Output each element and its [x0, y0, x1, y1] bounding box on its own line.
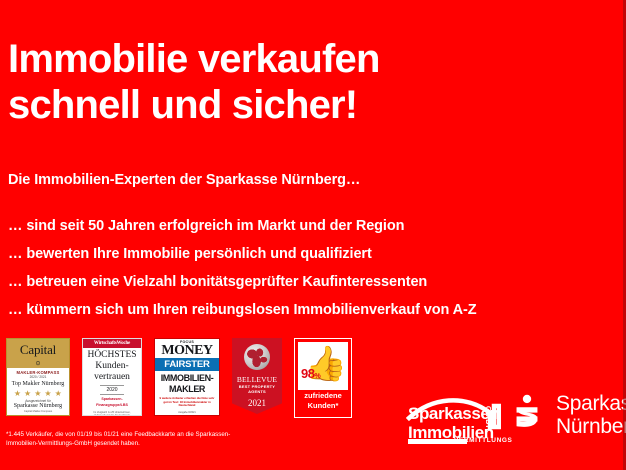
fm-brand-line-2: MONEY — [161, 343, 213, 358]
www-category-line-2: Finanzgruppe/LBS — [96, 403, 128, 408]
fm-brand-line-1: FOCUS — [179, 340, 195, 344]
kunden-white-panel — [298, 342, 348, 390]
globe-icon — [244, 344, 270, 370]
www-category-line-1: Sparkassen- — [101, 397, 123, 401]
kunden-caption-line-1: zufriedene — [304, 391, 342, 400]
list-item: … sind seit 50 Jahren erfolgreich im Mar… — [8, 218, 405, 234]
headline-line-2: schnell und sicher! — [8, 83, 358, 127]
bellevue-sub-line-1: BEST PROPERTY — [238, 384, 276, 389]
logo-sparkasse-nuernberg: Sparkasse Nürnberg — [508, 392, 626, 452]
footnote: *1.445 Verkäufer, die von 01/19 bis 01/2… — [6, 431, 231, 447]
capital-stars-icon: ★ ★ ★ ★ ★ — [13, 389, 63, 398]
badge-bellevue-best-property-agents: BELLEVUE BEST PROPERTY AGENTS 2021 — [232, 338, 282, 414]
fm-title-line-2: MAKLER — [168, 384, 206, 394]
sparkasse-wordmark: Sparkasse Nürnberg — [556, 392, 626, 438]
fm-fine-print: 9 weitere Anbieter erhielten die Note se… — [159, 396, 215, 408]
bellevue-sub-line-2: AGENTS — [248, 389, 266, 394]
sparkasse-line-2: Nürnberg — [556, 415, 626, 438]
kunden-percent: 98% — [301, 366, 321, 383]
svi-suffix: GMBH — [484, 406, 491, 432]
badge-wirtschaftswoche-kundenvertrauen: WirtschaftsWoche HÖCHSTES Kunden- vertra… — [82, 338, 142, 416]
sparkasse-s-icon — [508, 394, 546, 432]
lead-text: Die Immobilien-Experten der Sparkasse Nü… — [8, 172, 361, 188]
badge-capital-top-makler: Capital ⊙ MAKLER-KOMPASS 2020 / 2021 Top… — [6, 338, 70, 416]
www-title-line-2: Kunden- — [95, 361, 129, 371]
right-edge-strip — [623, 0, 626, 470]
svi-tagline: VERMITTLUNGS — [454, 437, 513, 444]
capital-program-sub: 2020 / 2021 — [29, 375, 47, 379]
kunden-percent-value: 98 — [301, 366, 315, 381]
capital-program: MAKLER-KOMPASS — [16, 370, 60, 375]
fm-footer: Ausgabe 8/2021 — [178, 410, 196, 414]
benefit-list: … sind seit 50 Jahren erfolgreich im Mar… — [8, 212, 618, 324]
capital-mark-icon: ⊙ — [7, 361, 69, 368]
badge-zufriedene-kunden: 👍 98% zufriedene Kunden* — [294, 338, 352, 418]
fm-title-line-1: IMMOBILIEN- — [160, 373, 214, 383]
svi-line-2: Immobilien — [408, 423, 494, 442]
logo-sparkassen-immobilien: Sparkassen Immobilien GMBH VERMITTLUNGS — [405, 390, 512, 452]
bellevue-year: 2021 — [248, 398, 266, 408]
bellevue-brand: BELLEVUE — [236, 375, 278, 384]
list-item: … bewerten Ihre Immobilie persönlich und… — [8, 246, 372, 262]
thumbs-up-icon: 👍 — [304, 345, 347, 383]
capital-award-title: Top Makler Nürnberg — [11, 381, 65, 387]
www-title-line-3: vertrauen — [94, 372, 130, 382]
capital-awarded-to: Sparkasse Nürnberg — [13, 403, 63, 409]
www-fine-print: Im Vergleich zu 25 Unternehmen, Verbrauc… — [93, 410, 131, 416]
headline-line-1: Immobilie verkaufen — [8, 37, 380, 81]
capital-brand-bar: Capital — [7, 339, 69, 361]
sparkasse-line-1: Sparkasse — [556, 392, 626, 415]
svi-line-1: Sparkassen — [408, 404, 500, 423]
www-brand: WirtschaftsWoche — [83, 339, 141, 348]
kunden-percent-symbol: % — [314, 373, 321, 380]
list-item: … kümmern sich um Ihren reibungslosen Im… — [8, 302, 477, 318]
www-title-line-1: HÖCHSTES — [87, 350, 137, 360]
capital-brand: Capital — [19, 342, 57, 357]
kunden-caption: zufriedene Kunden* — [295, 391, 351, 411]
house-roof-icon — [405, 398, 502, 444]
www-year: 2020 — [100, 385, 124, 395]
capital-awarded-label: Ausgezeichnet für — [25, 399, 51, 403]
list-item: … betreuen eine Vielzahl bonitätsgeprüft… — [8, 274, 428, 290]
fm-banner: FAIRSTER — [155, 358, 219, 371]
page-title: Immobilie verkaufen schnell und sicher! — [8, 36, 608, 128]
capital-footer: Capital Makler-Kompass — [23, 410, 53, 413]
badge-focus-money-fairster-makler: FOCUS MONEY FAIRSTER IMMOBILIEN- MAKLER … — [154, 338, 220, 416]
kunden-caption-line-2: Kunden* — [307, 401, 339, 410]
